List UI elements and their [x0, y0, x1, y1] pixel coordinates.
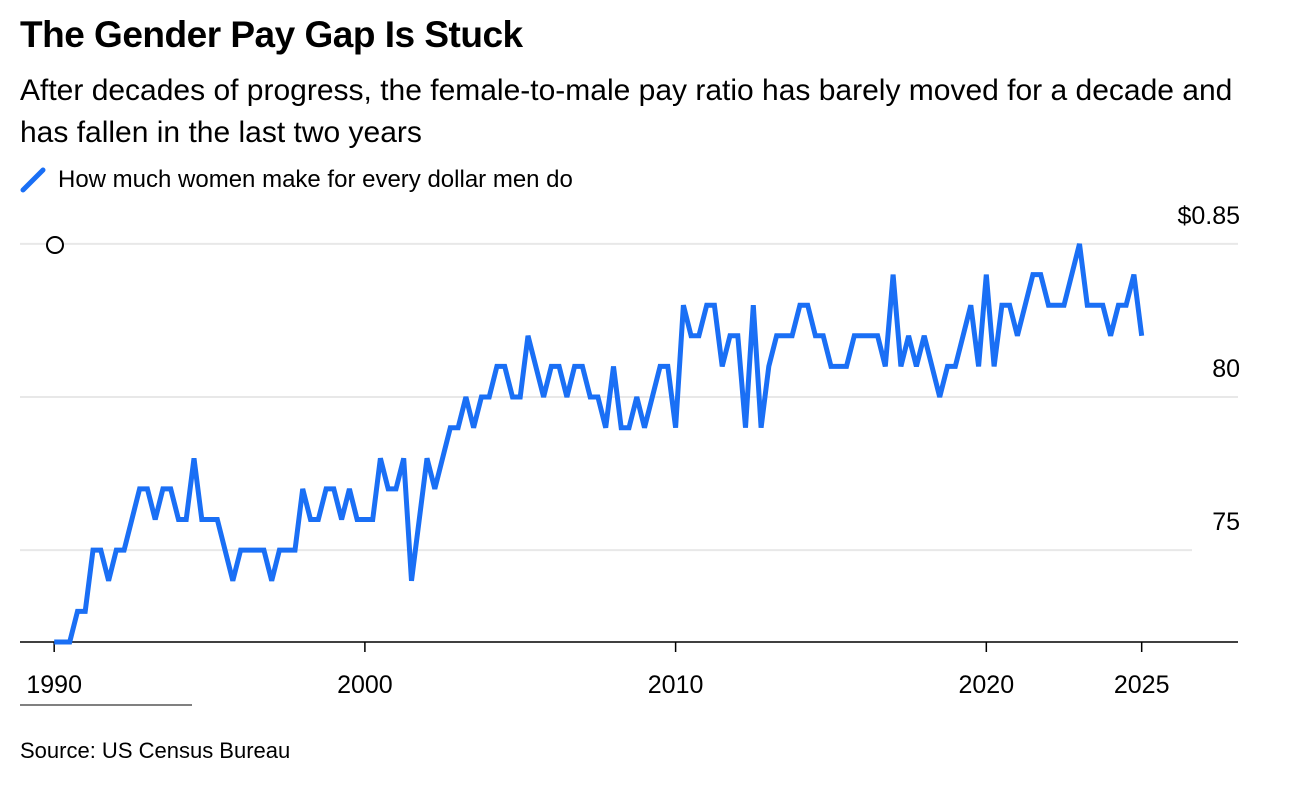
y-tick-label: 75: [1212, 508, 1240, 536]
x-tick-label: 1990: [26, 671, 82, 699]
series-line: [54, 243, 1145, 645]
hover-marker: [46, 236, 64, 254]
legend: How much women make for every dollar men…: [20, 166, 573, 194]
x-tick-label: 2025: [1114, 671, 1170, 699]
x-tick-label: 2010: [648, 671, 704, 699]
x-tick-label: 2020: [959, 671, 1015, 699]
legend-label: How much women make for every dollar men…: [58, 166, 573, 193]
chart-subtitle: After decades of progress, the female-to…: [20, 74, 1233, 149]
y-tick-label: 80: [1212, 355, 1240, 383]
y-tick-label: $0.85: [1177, 202, 1240, 230]
legend-swatch: [20, 167, 46, 193]
x-tick-label: 2000: [337, 671, 393, 699]
chart-title: The Gender Pay Gap Is Stuck: [20, 14, 523, 55]
source: Source: US Census Bureau: [20, 738, 291, 763]
